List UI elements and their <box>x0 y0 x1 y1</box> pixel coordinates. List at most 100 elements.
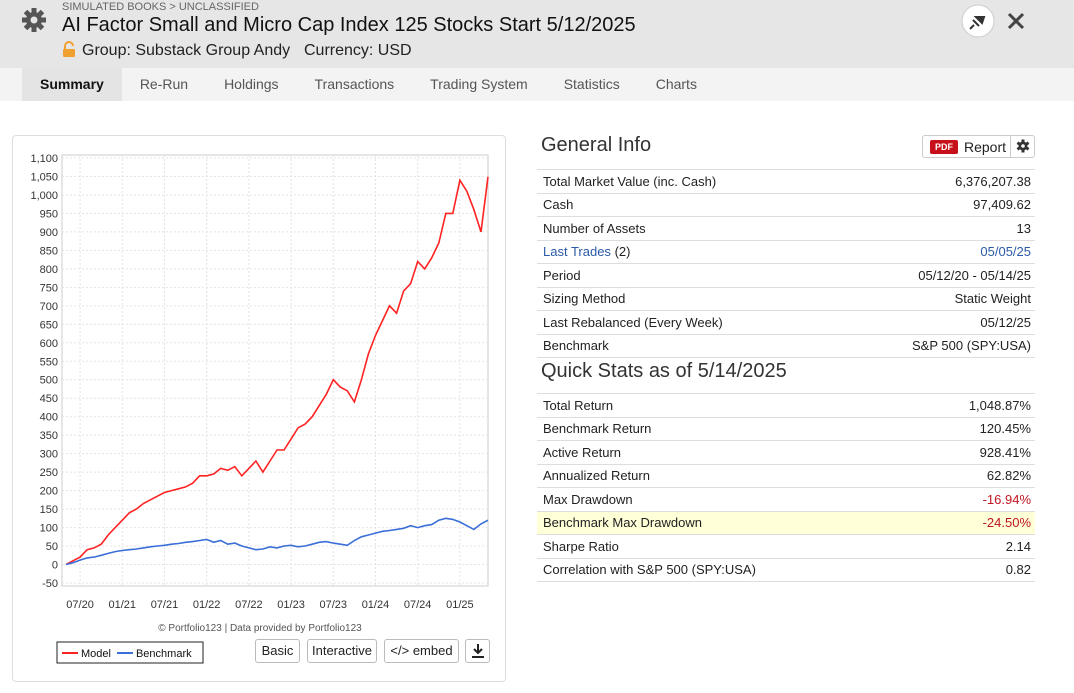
y-tick-label: 300 <box>40 449 58 461</box>
table-row: Period 05/12/20 - 05/14/25 <box>537 263 1035 288</box>
table-row: Benchmark Max Drawdown -24.50% <box>537 511 1035 535</box>
tab[interactable]: Summary <box>22 68 122 101</box>
y-tick-label: 1,100 <box>30 153 58 165</box>
tab[interactable]: Holdings <box>224 76 279 92</box>
x-tick-label: 07/21 <box>151 599 179 611</box>
x-tick-label: 07/22 <box>235 599 263 611</box>
table-row: Benchmark S&P 500 (SPY:USA) <box>537 334 1035 358</box>
breadcrumb: SIMULATED BOOKS > UNCLASSIFIED <box>62 1 259 13</box>
table-row: Number of Assets 13 <box>537 216 1035 241</box>
chart-credit: © Portfolio123 | Data provided by Portfo… <box>158 623 362 634</box>
download-button[interactable] <box>465 639 490 663</box>
y-tick-label: 250 <box>40 467 58 479</box>
y-tick-label: 800 <box>40 264 58 276</box>
row-value: 62.82% <box>913 464 1035 488</box>
row-label: Last Rebalanced (Every Week) <box>537 310 834 335</box>
line-series <box>65 517 489 566</box>
settings-icon[interactable] <box>20 6 48 34</box>
tab[interactable]: Statistics <box>563 76 620 92</box>
group: Group: Substack Group Andy <box>82 42 291 59</box>
section-title: Quick Stats as of 5/14/2025 <box>541 360 787 382</box>
legend-label: Model <box>81 648 111 660</box>
y-tick-label: 350 <box>40 430 58 442</box>
table-row: Last Trades (2) 05/05/25 <box>537 240 1035 264</box>
plot-area <box>61 154 489 587</box>
x-tick-label: 01/24 <box>362 599 390 611</box>
x-tick-label: 01/25 <box>446 599 474 611</box>
x-tick-label: 01/22 <box>193 599 221 611</box>
report-settings[interactable] <box>1010 136 1035 157</box>
row-label: Total Return <box>537 393 914 418</box>
count: (2) <box>614 244 631 260</box>
y-tick-label: 0 <box>52 560 58 572</box>
tab[interactable]: Charts <box>655 76 697 92</box>
x-tick-label: 07/23 <box>320 599 348 611</box>
x-tick-label: 07/20 <box>66 599 94 611</box>
x-tick-label: 01/21 <box>109 599 137 611</box>
tab-bar: Summary Re-Run Holdings Transactions Trading… <box>0 68 1074 101</box>
header: SIMULATED BOOKS > UNCLASSIFIED AI Factor… <box>0 0 1074 68</box>
row-value: 0.82 <box>913 558 1035 582</box>
row-label: Number of Assets <box>537 216 834 241</box>
lock-icon <box>63 41 75 57</box>
x-tick-label: 01/23 <box>277 599 305 611</box>
row-label: Benchmark Max Drawdown <box>537 511 914 535</box>
chart-button[interactable]: Basic <box>255 639 300 663</box>
row-label: Total Market Value (inc. Cash) <box>537 169 834 194</box>
table-row: Total Return 1,048.87% <box>537 393 1035 418</box>
report-button[interactable]: PDF Report <box>922 135 1035 158</box>
table-row: Cash 97,409.62 <box>537 193 1035 217</box>
row-value: 05/12/20 - 05/14/25 <box>833 263 1035 288</box>
general-info-table: Total Market Value (inc. Cash) 6,376,207.… <box>537 169 1035 358</box>
tab[interactable]: Re-Run <box>139 76 189 92</box>
y-tick-label: 950 <box>40 208 58 220</box>
y-tick-label: 650 <box>40 319 58 331</box>
row-label: Period <box>537 263 834 288</box>
close-button[interactable] <box>1006 11 1026 31</box>
tab[interactable]: Trading System <box>430 76 528 92</box>
row-value[interactable]: 05/05/25 <box>833 240 1035 264</box>
row-value: S&P 500 (SPY:USA) <box>833 334 1035 358</box>
y-tick-label: 600 <box>40 338 58 350</box>
x-tick-label: 07/24 <box>404 599 432 611</box>
row-label: Benchmark <box>537 334 834 358</box>
y-tick-label: 550 <box>40 356 58 368</box>
row-value: 13 <box>833 216 1035 241</box>
line-series <box>65 176 489 566</box>
row-label: Max Drawdown <box>537 487 914 512</box>
chart-panel <box>12 135 506 682</box>
y-tick-label: 1,000 <box>30 190 58 202</box>
chart-button[interactable]: </> embed <box>384 639 459 663</box>
link[interactable]: Last Trades <box>543 244 611 260</box>
page-title: AI Factor Small and Micro Cap Index 125 … <box>62 14 636 36</box>
y-tick-label: 500 <box>40 375 58 387</box>
y-tick-label: 100 <box>40 523 58 535</box>
table-row: Sizing Method Static Weight <box>537 287 1035 311</box>
y-tick-label: 450 <box>40 393 58 405</box>
legend-label: Benchmark <box>136 648 192 660</box>
row-label: Sizing Method <box>537 287 834 311</box>
row-label: Active Return <box>537 440 914 465</box>
y-tick-label: 400 <box>40 412 58 424</box>
y-tick-label: 50 <box>46 541 58 553</box>
pdf-badge: PDF <box>930 140 958 154</box>
table-row: Total Market Value (inc. Cash) 6,376,207.… <box>537 169 1035 194</box>
tab[interactable]: Transactions <box>314 76 395 92</box>
row-label: Correlation with S&P 500 (SPY:USA) <box>537 558 914 582</box>
row-value: -24.50% <box>913 511 1035 535</box>
currency: Currency: USD <box>304 42 412 59</box>
y-tick-label: 700 <box>40 301 58 313</box>
pin-button[interactable] <box>960 3 996 39</box>
row-value: -16.94% <box>913 487 1035 512</box>
row-value: 928.41% <box>913 440 1035 465</box>
row-label: Sharpe Ratio <box>537 534 914 559</box>
table-row: Max Drawdown -16.94% <box>537 487 1035 512</box>
row-value: 2.14 <box>913 534 1035 559</box>
table-row: Sharpe Ratio 2.14 <box>537 534 1035 559</box>
chart-button[interactable]: Interactive <box>307 639 377 663</box>
row-label: Annualized Return <box>537 464 914 488</box>
quick-stats-table: Total Return 1,048.87% Benchmark Return 120… <box>537 393 1035 582</box>
row-value: 6,376,207.38 <box>833 169 1035 194</box>
table-row: Correlation with S&P 500 (SPY:USA) 0.82 <box>537 558 1035 582</box>
